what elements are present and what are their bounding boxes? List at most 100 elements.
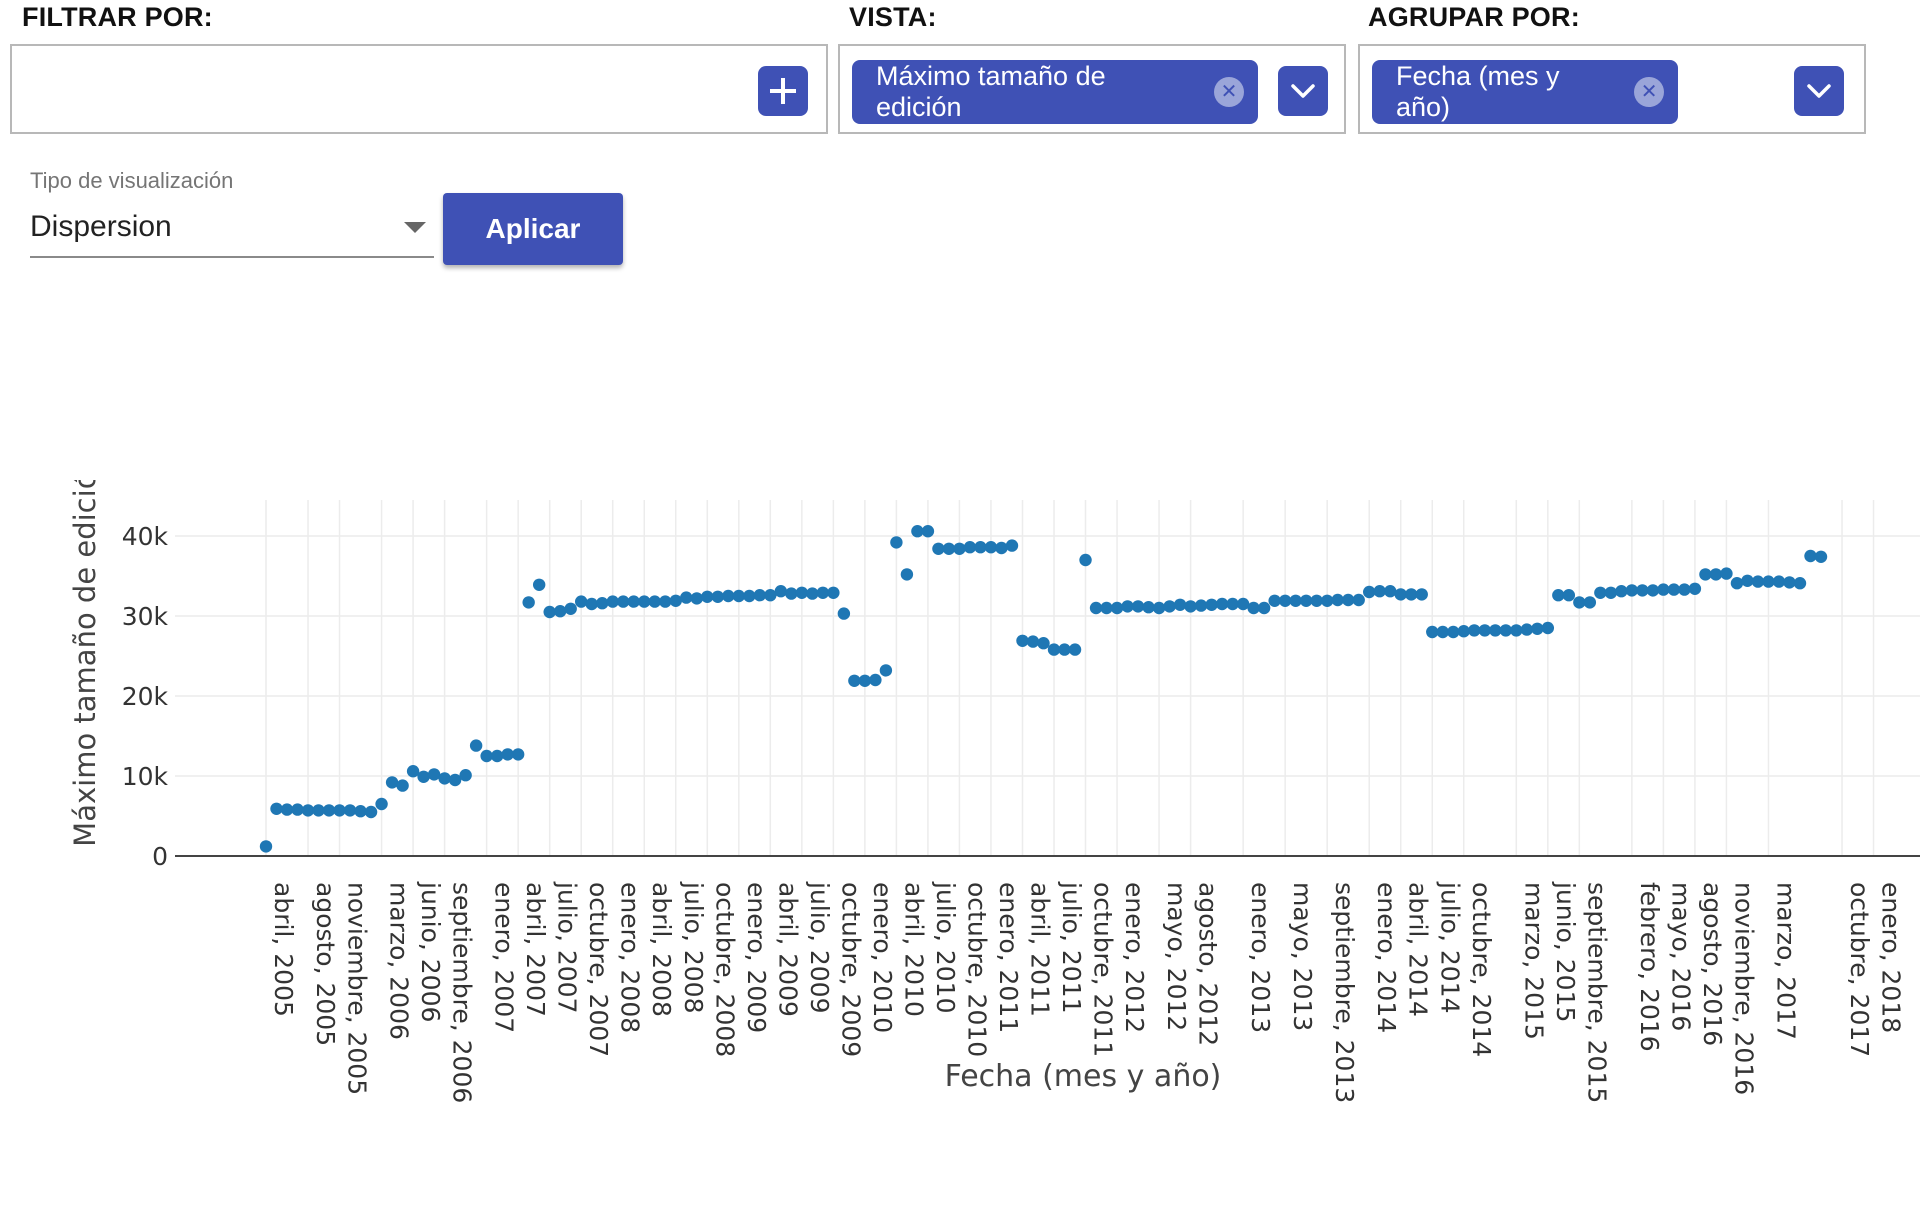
data-point (869, 673, 882, 687)
apply-button[interactable]: Aplicar (443, 193, 623, 265)
x-tick-label: julio, 2009 (805, 881, 834, 1014)
data-point (732, 589, 746, 603)
chart-points (259, 525, 1828, 853)
x-tick-label: junio, 2006 (416, 881, 445, 1022)
x-tick-label: noviembre, 2016 (1729, 882, 1758, 1095)
data-point (532, 578, 546, 591)
x-tick-label: julio, 2008 (679, 881, 708, 1014)
data-point (617, 595, 630, 608)
chart-grid (175, 500, 1920, 856)
group-chip[interactable]: Fecha (mes y año) ✕ (1372, 60, 1678, 124)
close-circle-icon[interactable]: ✕ (1634, 77, 1664, 107)
x-tick-label: mayo, 2012 (1162, 882, 1191, 1031)
data-point (312, 804, 325, 817)
x-axis-title: Fecha (mes y año) (945, 1059, 1222, 1094)
data-point (596, 597, 609, 610)
data-point (1499, 624, 1512, 637)
x-tick-label: octubre, 2009 (836, 882, 865, 1057)
data-point (448, 773, 462, 787)
data-point (995, 541, 1008, 555)
x-tick-label: abril, 2008 (647, 882, 676, 1017)
chart-axes: abril, 2005 agosto, 2005 noviembre, 2005 ma… (122, 522, 1920, 1103)
x-tick-label: octubre, 2008 (710, 882, 739, 1057)
data-point (1709, 568, 1723, 581)
data-point (1205, 598, 1218, 611)
close-circle-icon[interactable]: ✕ (1214, 77, 1244, 107)
add-filter-button[interactable] (758, 66, 808, 116)
data-point (1405, 588, 1418, 601)
data-point (1562, 589, 1576, 602)
x-tick-label: octubre, 2011 (1089, 882, 1118, 1057)
plus-icon (770, 78, 796, 104)
x-tick-label: agosto, 2012 (1194, 882, 1223, 1046)
data-point (406, 765, 420, 778)
data-point (1520, 623, 1534, 636)
data-point (291, 803, 304, 816)
y-tick-label: 0 (152, 842, 168, 871)
x-tick-label: enero, 2008 (616, 882, 645, 1033)
data-point (364, 805, 378, 819)
x-tick-label: octubre, 2017 (1845, 882, 1874, 1057)
x-tick-label: septiembre, 2013 (1330, 882, 1359, 1103)
data-point (1247, 601, 1260, 615)
data-point (669, 594, 682, 607)
data-point (1762, 575, 1775, 588)
view-panel[interactable]: Máximo tamaño de edición ✕ (838, 44, 1346, 134)
data-point (1615, 585, 1628, 598)
x-tick-label: septiembre, 2006 (448, 882, 477, 1103)
group-dropdown-button[interactable] (1794, 66, 1844, 116)
data-point (1625, 584, 1639, 597)
data-point (1489, 624, 1502, 637)
data-point (1573, 596, 1586, 609)
data-point (1352, 593, 1365, 607)
data-point (1436, 625, 1449, 639)
data-point (785, 587, 798, 600)
x-tick-label: julio, 2010 (931, 881, 960, 1014)
group-panel[interactable]: Fecha (mes y año) ✕ (1358, 44, 1866, 134)
view-chip[interactable]: Máximo tamaño de edición ✕ (852, 60, 1258, 124)
data-point (301, 804, 315, 817)
data-point (585, 597, 598, 611)
data-point (827, 586, 840, 599)
group-chip-label: Fecha (mes y año) (1396, 61, 1560, 122)
data-point (806, 587, 819, 600)
filter-panel[interactable] (10, 44, 828, 134)
view-dropdown-button[interactable] (1278, 66, 1328, 116)
data-point (690, 592, 703, 605)
data-point (1657, 583, 1670, 596)
data-point (1678, 583, 1691, 596)
x-tick-label: febrero, 2016 (1635, 882, 1664, 1052)
data-point (911, 525, 924, 538)
data-point (1268, 594, 1281, 607)
data-point (1047, 643, 1061, 656)
data-point (1804, 549, 1817, 563)
data-point (816, 586, 830, 599)
data-point (1688, 582, 1702, 595)
data-point (1384, 585, 1397, 598)
data-point (259, 840, 273, 853)
x-tick-label: junio, 2015 (1551, 881, 1580, 1022)
data-point (942, 542, 956, 555)
y-tick-label: 20k (122, 682, 169, 711)
data-point (1447, 625, 1460, 639)
data-point (1741, 574, 1754, 587)
data-point (1730, 577, 1744, 590)
data-point (1173, 598, 1187, 611)
data-point (1814, 550, 1828, 563)
data-point (774, 585, 788, 598)
data-point (1751, 575, 1765, 588)
data-point (1468, 624, 1481, 637)
data-point (963, 541, 977, 554)
data-point (1341, 593, 1355, 607)
group-section-label: AGRUPAR POR: (1368, 2, 1580, 32)
data-point (1604, 586, 1618, 599)
data-point (648, 595, 661, 608)
data-point (459, 769, 472, 782)
x-tick-label: abril, 2011 (1025, 882, 1054, 1017)
data-point (480, 749, 493, 763)
data-point (1583, 596, 1597, 609)
data-point (606, 595, 619, 608)
data-point (1037, 637, 1050, 650)
visualization-type-select[interactable]: Dispersion (30, 204, 434, 258)
x-tick-label: enero, 2018 (1877, 882, 1906, 1033)
